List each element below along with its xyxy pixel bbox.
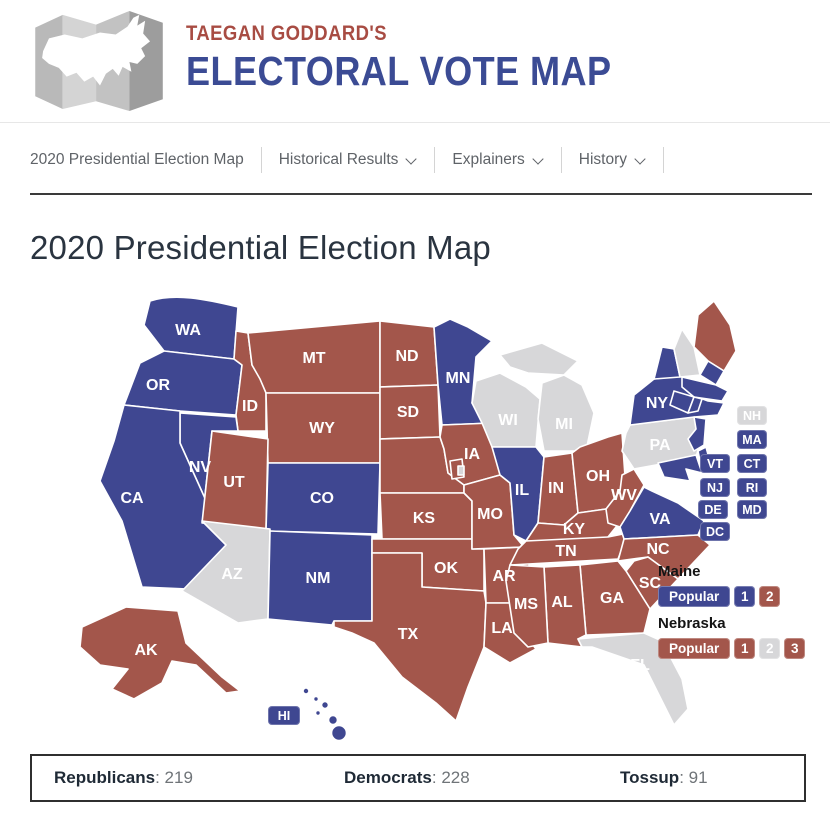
- site-header: TAEGAN GODDARD'S ELECTORAL VOTE MAP: [0, 0, 830, 123]
- state-nm[interactable]: [267, 530, 373, 626]
- nav-item-label: Historical Results: [278, 151, 399, 168]
- state-button-nj[interactable]: NJ: [700, 478, 730, 497]
- state-ut[interactable]: [201, 430, 269, 530]
- totals-tossup: Tossup: 91: [620, 768, 708, 787]
- brand-title: ELECTORAL VOTE MAP: [186, 48, 612, 94]
- state-me-district1[interactable]: [699, 360, 725, 386]
- brand-tagline: TAEGAN GODDARD'S: [186, 22, 388, 45]
- state-al[interactable]: [543, 564, 587, 648]
- nav-item-2020-map[interactable]: 2020 Presidential Election Map: [30, 151, 244, 169]
- state-ks[interactable]: [379, 492, 473, 540]
- state-mi[interactable]: [537, 374, 595, 452]
- state-mn[interactable]: [433, 318, 493, 426]
- state-or[interactable]: [123, 350, 243, 416]
- state-ma[interactable]: [681, 376, 729, 402]
- maine-options-row: Popular 1 2: [658, 586, 781, 607]
- totals-bar: Republicans: 219 Democrats: 228 Tossup: …: [30, 754, 806, 802]
- state-hi-island[interactable]: [312, 695, 320, 703]
- maine-label: Maine: [658, 563, 701, 580]
- state-button-ma[interactable]: MA: [737, 430, 767, 449]
- maine-option-1[interactable]: 1: [734, 586, 756, 607]
- state-hi-island[interactable]: [330, 724, 348, 742]
- state-button-ri[interactable]: RI: [737, 478, 767, 497]
- state-wa[interactable]: [143, 296, 239, 360]
- nav-separator: [434, 147, 436, 173]
- state-tx[interactable]: [333, 552, 487, 722]
- state-button-dc[interactable]: DC: [700, 522, 730, 541]
- maine-district-selector: Maine Popular 1 2: [658, 563, 781, 607]
- state-button-ct[interactable]: CT: [737, 454, 767, 473]
- democrats-value: 228: [441, 768, 470, 787]
- state-hi-island[interactable]: [314, 709, 322, 717]
- chevron-down-icon: [634, 152, 646, 165]
- republicans-value: 219: [164, 768, 193, 787]
- state-button-vt[interactable]: VT: [700, 454, 730, 473]
- state-az[interactable]: [181, 520, 271, 624]
- state-mi-upper[interactable]: [499, 342, 579, 376]
- nav-item-label: 2020 Presidential Election Map: [30, 151, 244, 168]
- state-button-md[interactable]: MD: [737, 500, 767, 519]
- state-va[interactable]: [619, 486, 705, 540]
- totals-republicans: Republicans: 219: [54, 768, 193, 787]
- maine-option-2[interactable]: 2: [759, 586, 781, 607]
- nav-item-history[interactable]: History: [579, 151, 646, 169]
- state-button-de[interactable]: DE: [698, 500, 728, 519]
- main-nav: 2020 Presidential Election Map Historica…: [30, 123, 812, 195]
- state-in[interactable]: [537, 452, 579, 526]
- state-button-hi[interactable]: HI: [268, 706, 300, 725]
- state-wv[interactable]: [605, 468, 645, 528]
- nebraska-option-3[interactable]: 3: [784, 638, 806, 659]
- state-mt[interactable]: [247, 320, 381, 394]
- tossup-value: 91: [688, 768, 708, 787]
- state-md[interactable]: [657, 454, 703, 482]
- electoral-map: WA OR CA NV ID MT WY UT CO AZ NM ND SD KS OK TX MN IA MO AR…: [30, 291, 820, 746]
- state-hi-island[interactable]: [327, 714, 339, 726]
- nav-item-historical-results[interactable]: Historical Results: [279, 151, 418, 169]
- state-wy[interactable]: [265, 392, 381, 464]
- state-ms[interactable]: [505, 564, 549, 648]
- nav-separator: [260, 147, 262, 173]
- state-nj[interactable]: [687, 416, 707, 452]
- nebraska-label: Nebraska: [658, 615, 726, 632]
- state-nh[interactable]: [673, 328, 701, 378]
- democrats-label: Democrats: [344, 768, 432, 787]
- state-hi-island[interactable]: [320, 700, 330, 710]
- state-me[interactable]: [693, 300, 737, 372]
- totals-democrats: Democrats: 228: [344, 768, 470, 787]
- nebraska-district-selector: Nebraska Popular 1 2 3: [658, 615, 806, 659]
- chevron-down-icon: [532, 152, 544, 165]
- nebraska-option-2[interactable]: 2: [759, 638, 781, 659]
- state-nd[interactable]: [379, 320, 439, 388]
- chevron-down-icon: [405, 152, 418, 165]
- nav-item-explainers[interactable]: Explainers: [452, 151, 544, 169]
- state-ak[interactable]: [79, 606, 241, 700]
- state-il[interactable]: [491, 446, 545, 542]
- tossup-label: Tossup: [620, 768, 680, 787]
- nav-separator: [663, 147, 665, 173]
- nav-item-label: Explainers: [452, 151, 525, 168]
- state-hi-island[interactable]: [302, 687, 310, 695]
- nebraska-options-row: Popular 1 2 3: [658, 638, 806, 659]
- state-co[interactable]: [265, 462, 381, 535]
- nav-item-label: History: [578, 151, 628, 168]
- nav-separator: [560, 147, 562, 173]
- nebraska-option-popular[interactable]: Popular: [658, 638, 731, 659]
- state-ne-district2[interactable]: [457, 465, 465, 476]
- maine-option-popular[interactable]: Popular: [658, 586, 731, 607]
- site-logo-icon[interactable]: [30, 8, 170, 112]
- site-brand[interactable]: TAEGAN GODDARD'S ELECTORAL VOTE MAP: [186, 8, 670, 95]
- nebraska-option-1[interactable]: 1: [734, 638, 756, 659]
- state-sd[interactable]: [379, 384, 441, 440]
- state-ri[interactable]: [687, 396, 703, 414]
- state-button-nh[interactable]: NH: [737, 406, 767, 425]
- republicans-label: Republicans: [54, 768, 156, 787]
- page-title: 2020 Presidential Election Map: [30, 229, 491, 266]
